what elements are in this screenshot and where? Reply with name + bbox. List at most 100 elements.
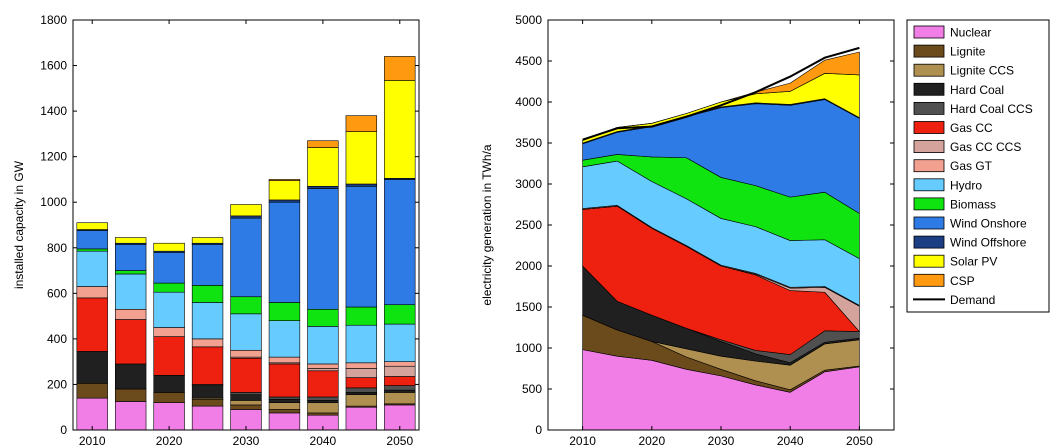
capacity-bar-wind-offshore-2045 xyxy=(345,183,378,187)
capacity-bars xyxy=(76,56,416,431)
capacity-bar-wind-offshore-2030 xyxy=(230,215,262,219)
legend-swatch-hard-coal-ccs xyxy=(913,102,945,115)
legend-label-gas-cc: Gas CC xyxy=(950,121,993,135)
capacity-bar-lignite-ccs-2050 xyxy=(384,392,416,405)
capacity-bar-hard-coal-2030 xyxy=(230,394,262,401)
capacity-bar-hydro-2035 xyxy=(268,320,301,358)
legend-swatch-nuclear xyxy=(913,25,945,39)
capacity-bar-gas-cc-2030 xyxy=(230,357,262,393)
capacity-bar-wind-offshore-2040 xyxy=(307,185,339,189)
capacity-bar-gas-gt-2050 xyxy=(384,361,416,367)
capacity-bar-wind-onshore-2025 xyxy=(191,244,224,286)
legend-label-csp: CSP xyxy=(950,274,975,288)
generation-ytick-label: 1000 xyxy=(515,341,542,355)
capacity-bar-gas-cc-ccs-2050 xyxy=(384,365,416,377)
capacity-bar-hard-coal-ccs-2035 xyxy=(268,396,301,400)
capacity-bar-hard-coal-2050 xyxy=(384,389,416,393)
capacity-bar-csp-2040 xyxy=(307,140,339,148)
capacity-ytick-label: 200 xyxy=(47,377,67,391)
generation-demand-line xyxy=(582,46,860,141)
capacity-bar-hydro-2045 xyxy=(345,324,378,364)
legend-label-solar-pv: Solar PV xyxy=(950,255,997,269)
legend-label-wind-offshore: Wind Offshore xyxy=(950,236,1027,250)
capacity-bar-solar-pv-2050 xyxy=(384,80,416,179)
capacity-bar-gas-cc-2015 xyxy=(114,319,147,365)
capacity-bar-solar-pv-2035 xyxy=(268,180,301,201)
capacity-bar-hydro-2040 xyxy=(307,326,339,365)
capacity-bar-gas-gt-2010 xyxy=(76,286,108,299)
legend-swatch-hydro xyxy=(913,178,945,192)
generation-ytick-label: 1500 xyxy=(515,300,542,314)
capacity-bar-wind-offshore-2035 xyxy=(268,199,301,203)
capacity-bar-gas-gt-2045 xyxy=(345,362,378,369)
legend-label-hard-coal-ccs: Hard Coal CCS xyxy=(950,102,1033,116)
capacity-bar-hard-coal-2045 xyxy=(345,392,378,396)
legend-swatch-biomass xyxy=(913,197,945,211)
generation-area-chart: 0 500 1000 1500 2000 2500 3000 3500 4000 4500 5000… xyxy=(480,13,895,448)
legend-swatch-gas-gt xyxy=(913,159,945,173)
legend-swatch-hard-coal xyxy=(913,82,945,96)
capacity-bar-hard-coal-2010 xyxy=(76,351,108,384)
generation-xtick-label: 2020 xyxy=(638,434,665,448)
capacity-bar-biomass-2010 xyxy=(76,248,108,252)
legend-label-hard-coal: Hard Coal xyxy=(950,83,1004,97)
capacity-bar-solar-pv-2015 xyxy=(114,237,147,244)
capacity-bar-gas-gt-2030 xyxy=(230,349,262,358)
capacity-bar-nuclear-2025 xyxy=(191,405,224,431)
capacity-ytick-label: 1200 xyxy=(40,150,67,164)
capacity-bar-wind-onshore-2035 xyxy=(268,201,301,303)
capacity-bar-biomass-2030 xyxy=(230,296,262,315)
capacity-bar-gas-gt-2025 xyxy=(191,338,224,348)
legend-swatch-solar-pv xyxy=(913,254,945,268)
capacity-ylabel: installed capacity in GW xyxy=(12,160,26,289)
generation-xtick-label: 2030 xyxy=(708,434,735,448)
capacity-bar-gas-cc-2045 xyxy=(345,377,378,389)
capacity-bar-lignite-2020 xyxy=(153,392,185,403)
capacity-bar-lignite-2025 xyxy=(191,398,224,407)
legend-swatch-wind-onshore xyxy=(913,216,945,230)
legend-label-wind-onshore: Wind Onshore xyxy=(950,217,1027,231)
capacity-bar-lignite-ccs-2035 xyxy=(268,402,301,410)
capacity-bar-gas-cc-2025 xyxy=(191,346,224,385)
capacity-xtick-label: 2040 xyxy=(310,434,337,448)
capacity-bar-lignite-2010 xyxy=(76,383,108,399)
legend-label-gas-gt: Gas GT xyxy=(950,159,993,173)
capacity-ytick-label: 1600 xyxy=(40,59,67,73)
legend-label-gas-cc-ccs: Gas CC CCS xyxy=(950,140,1021,154)
legend-label-hydro: Hydro xyxy=(950,178,982,192)
capacity-ytick-label: 800 xyxy=(47,241,67,255)
generation-areas xyxy=(582,46,860,431)
generation-xtick-label: 2010 xyxy=(569,434,596,448)
capacity-bar-biomass-2015 xyxy=(114,270,147,275)
capacity-xtick-label: 2050 xyxy=(386,434,413,448)
capacity-bar-solar-pv-2010 xyxy=(76,222,108,230)
capacity-bar-gas-gt-2015 xyxy=(114,308,147,320)
capacity-ytick-label: 400 xyxy=(47,332,67,346)
generation-area-csp xyxy=(582,51,860,141)
capacity-bar-chart: 0 200 400 600 800 1000 1200 1400 1600 1800 2010 202… xyxy=(12,13,420,448)
capacity-bar-hard-coal-ccs-2040 xyxy=(307,396,339,401)
capacity-bar-lignite-ccs-2045 xyxy=(345,394,378,407)
legend-swatch-wind-offshore xyxy=(913,235,945,249)
capacity-bar-gas-cc-2050 xyxy=(384,376,416,386)
capacity-bar-wind-onshore-2040 xyxy=(307,188,339,310)
legend-label-biomass: Biomass xyxy=(950,197,996,211)
capacity-ytick-label: 600 xyxy=(47,286,67,300)
legend-label-demand: Demand xyxy=(950,293,995,307)
generation-ytick-label: 5000 xyxy=(515,13,542,27)
legend-label-lignite-ccs: Lignite CCS xyxy=(950,64,1014,78)
capacity-bar-gas-cc-ccs-2045 xyxy=(345,368,378,378)
generation-xtick-label: 2050 xyxy=(846,434,873,448)
capacity-bar-hard-coal-ccs-2045 xyxy=(345,387,378,393)
capacity-xtick-label: 2030 xyxy=(233,434,260,448)
capacity-bar-gas-cc-2010 xyxy=(76,297,108,352)
capacity-bar-gas-cc-2020 xyxy=(153,336,185,376)
capacity-bar-lignite-2015 xyxy=(114,388,147,402)
capacity-bar-gas-cc-ccs-2040 xyxy=(307,368,339,372)
capacity-bar-biomass-2040 xyxy=(307,308,339,327)
capacity-bar-biomass-2050 xyxy=(384,304,416,325)
generation-ytick-label: 500 xyxy=(522,382,542,396)
legend-swatch-csp xyxy=(913,273,945,287)
capacity-bar-nuclear-2015 xyxy=(114,401,147,431)
